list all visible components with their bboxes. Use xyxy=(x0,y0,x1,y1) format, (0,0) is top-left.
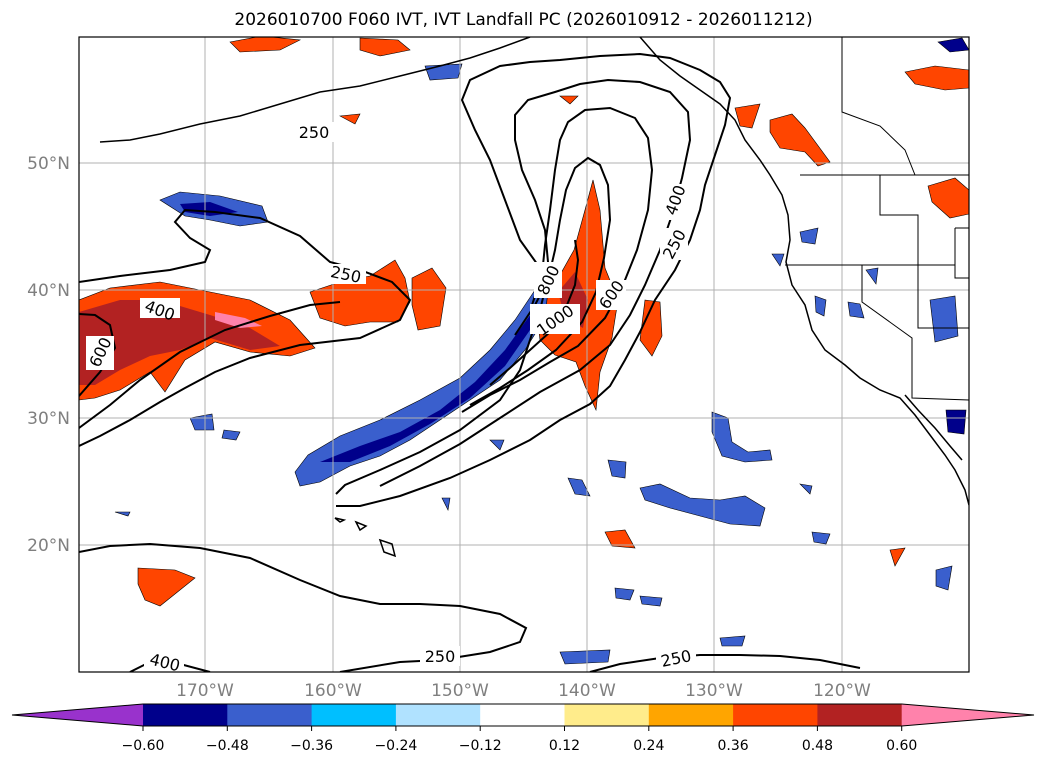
colorbar-segment xyxy=(395,704,481,726)
lon-label: 140°W xyxy=(558,681,616,701)
negative-pc-regions xyxy=(114,37,969,665)
colorbar-tick-label: 0.24 xyxy=(633,738,664,754)
colorbar-tick-label: −0.24 xyxy=(374,738,417,754)
colorbar-tick-label: −0.12 xyxy=(459,738,502,754)
lat-label: 50°N xyxy=(27,154,70,174)
map-frame xyxy=(78,36,970,673)
gridlines xyxy=(79,37,969,672)
borders xyxy=(785,37,969,401)
contour-label: 250 xyxy=(299,123,330,142)
contour-label: 250 xyxy=(425,647,456,666)
colorbar-segment xyxy=(817,704,903,726)
colorbar-segment xyxy=(227,704,313,726)
colorbar-segment xyxy=(733,704,818,726)
colorbar-tick-label: 0.12 xyxy=(549,738,580,754)
lat-label: 30°N xyxy=(27,409,70,429)
latitude-labels: 50°N 40°N 30°N 20°N xyxy=(27,154,70,556)
contour-label: 400 xyxy=(148,650,182,676)
colorbar-segment xyxy=(648,704,734,726)
lon-label: 170°W xyxy=(176,681,234,701)
lat-label: 40°N xyxy=(27,281,70,301)
colorbar-tick-label: −0.60 xyxy=(122,738,165,754)
colorbar-segment xyxy=(480,704,565,726)
colorbar-extend-high xyxy=(901,704,1034,726)
lon-label: 150°W xyxy=(431,681,489,701)
map-field: 250 250 250 250 400 400 400 600 600 800 … xyxy=(79,37,969,676)
colorbar-tick-label: 0.60 xyxy=(886,738,917,754)
map-title: 2026010700 F060 IVT, IVT Landfall PC (20… xyxy=(234,10,813,30)
longitude-labels: 170°W 160°W 150°W 140°W 130°W 120°W xyxy=(176,681,871,701)
colorbar-tick-label: 0.36 xyxy=(718,738,749,754)
colorbar-segment xyxy=(143,704,228,726)
colorbar-tick-label: −0.48 xyxy=(206,738,249,754)
colorbar-tick-label: −0.36 xyxy=(290,738,333,754)
colorbar-segment xyxy=(564,704,650,726)
colorbar-extend-low xyxy=(12,704,143,726)
lon-label: 160°W xyxy=(304,681,362,701)
lon-label: 120°W xyxy=(813,681,871,701)
contour-labels: 250 250 250 250 400 400 400 600 600 800 … xyxy=(85,122,696,676)
positive-pc-regions xyxy=(79,37,969,607)
colorbar: −0.60 −0.48 −0.36 −0.24 −0.12 0.12 0.24 0.36 0.4… xyxy=(11,703,1035,754)
colorbar-segment xyxy=(311,704,397,726)
ivt-contours xyxy=(79,52,861,672)
colorbar-tick-label: 0.48 xyxy=(802,738,833,754)
lon-label: 130°W xyxy=(685,681,743,701)
lat-label: 20°N xyxy=(27,536,70,556)
coastlines xyxy=(99,37,969,558)
